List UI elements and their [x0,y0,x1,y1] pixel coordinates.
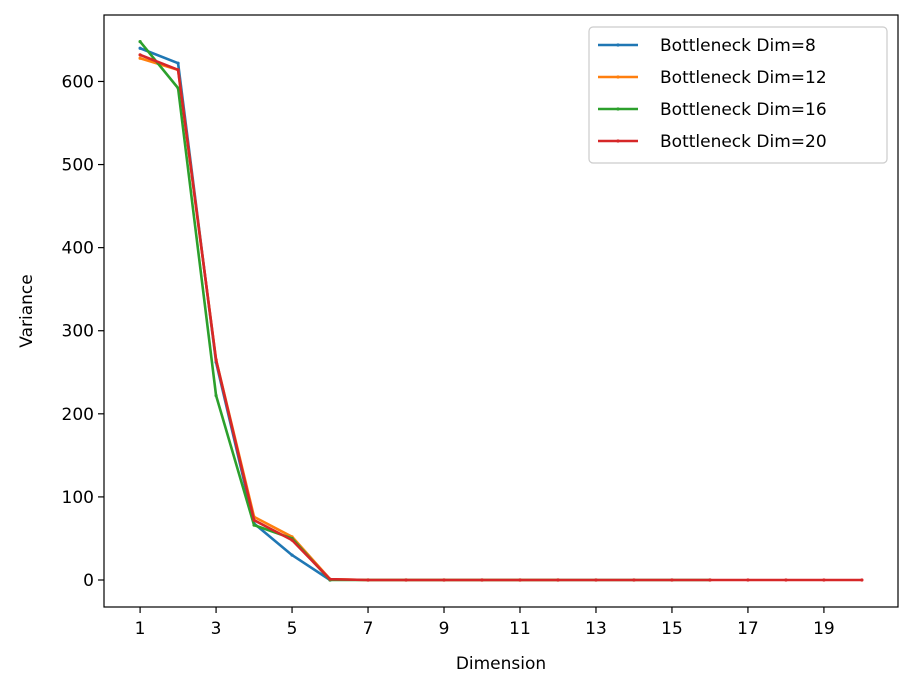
data-point [290,538,294,542]
data-point [860,578,864,582]
data-point [328,577,332,581]
data-point [214,393,218,398]
data-point [822,578,826,582]
data-point [176,61,180,65]
legend-marker [616,107,620,111]
y-tick-label: 600 [62,72,94,92]
y-tick-label: 100 [62,488,94,508]
legend-box [588,26,888,164]
series-4 [138,53,864,582]
legend-item: Bottleneck Dim=12 [598,68,827,88]
legend-label: Bottleneck Dim=12 [660,68,827,88]
x-tick-label: 11 [509,619,531,639]
x-tick-label: 17 [737,619,759,639]
data-point [138,56,142,60]
series-line [139,53,862,582]
x-tick-label: 9 [439,619,450,639]
legend-marker [616,43,620,47]
legend-item: Bottleneck Dim=8 [598,36,816,56]
legend-marker [616,139,620,143]
x-tick-label: 5 [287,619,298,639]
data-point [784,578,788,582]
data-point [290,553,294,557]
legend-label: Bottleneck Dim=8 [660,36,816,56]
data-point [480,578,484,582]
data-point [138,46,142,50]
data-point [518,578,522,582]
x-axis-label: Dimension [456,654,546,674]
legend-label: Bottleneck Dim=16 [660,100,827,120]
data-point [556,578,560,582]
data-point [176,86,180,90]
y-tick-label: 0 [83,571,94,591]
data-point [404,578,408,582]
x-tick-label: 7 [363,619,374,639]
y-tick-label: 200 [62,405,94,425]
data-point [176,68,180,72]
data-point [366,578,370,582]
legend: Bottleneck Dim=8 Bottleneck Dim=12 Bottlen… [588,26,888,164]
data-point [632,578,636,582]
x-tick-label: 1 [135,619,146,639]
x-tick-label: 15 [661,619,683,639]
data-point [708,578,712,582]
y-tick-label: 400 [62,239,94,259]
data-point [594,578,598,582]
data-point [252,518,256,522]
x-tick-label: 3 [211,619,222,639]
y-tick-label: 300 [62,322,94,342]
data-point [442,578,446,582]
y-axis-label: Variance [17,274,37,347]
legend-item: Bottleneck Dim=16 [598,100,827,120]
data-point [670,578,674,582]
y-tick-label: 500 [62,156,94,176]
legend-label: Bottleneck Dim=20 [660,132,827,152]
plot-frame [103,14,899,608]
x-tick-label: 13 [585,619,607,639]
data-point [138,53,142,57]
x-tick-label: 19 [813,619,835,639]
data-point [746,578,750,582]
series-layer [138,39,864,582]
data-point [214,358,218,362]
legend-marker [616,75,620,79]
data-point [138,39,142,44]
data-point [252,523,256,527]
legend-item: Bottleneck Dim=20 [598,132,827,152]
